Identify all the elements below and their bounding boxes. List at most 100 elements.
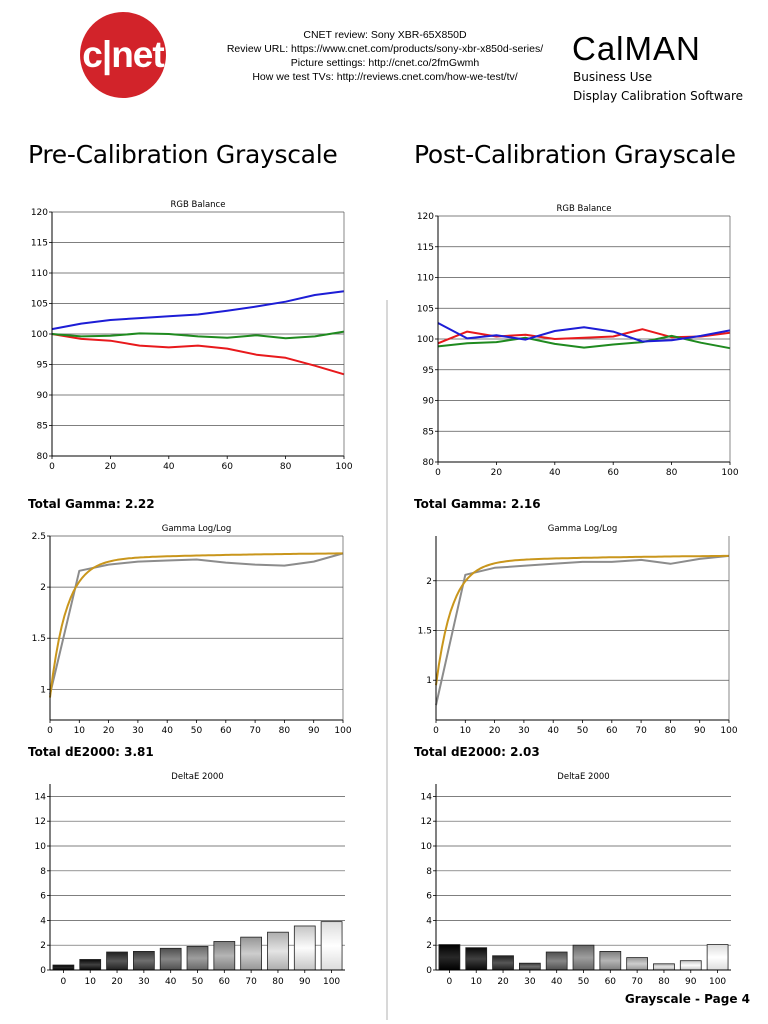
y-tick-label: 2.5 — [32, 532, 46, 542]
y-tick-label: 110 — [417, 274, 434, 284]
post-rgb-balance-chart: RGB Balance 80 85 90 95 100 105 110 115 120 0 20 40 6… — [417, 204, 739, 478]
bar-0 — [52, 964, 75, 971]
y-tick-label: 95 — [423, 366, 434, 376]
x-tick-label: 80 — [272, 977, 284, 987]
bar-50 — [572, 944, 595, 971]
cnet-logo-text: c|net — [82, 34, 164, 75]
y-tick-label: 6 — [426, 892, 432, 902]
y-tick-label: 95 — [37, 361, 48, 371]
x-tick-label: 70 — [631, 977, 643, 987]
x-tick-label: 40 — [165, 977, 177, 987]
x-tick-label: 10 — [471, 977, 483, 987]
x-tick-label: 0 — [47, 726, 53, 736]
bar-60 — [599, 950, 622, 971]
pre-total-gamma: Total Gamma: 2.22 — [28, 497, 155, 511]
bar-80 — [653, 963, 675, 971]
x-tick-label: 80 — [665, 726, 677, 736]
review-info: CNET review: Sony XBR-65X850D Review URL… — [190, 28, 580, 84]
y-tick-label: 120 — [417, 212, 434, 222]
pre-rgb-balance-chart: RGB Balance 80 85 90 95 100 105 110 115 120 0 20 40 6… — [31, 200, 353, 472]
x-tick-label: 60 — [606, 726, 618, 736]
x-tick-label: 100 — [323, 977, 340, 987]
x-tick-label: 20 — [105, 462, 117, 472]
y-tick-label: 100 — [31, 330, 48, 340]
y-tick-label: 0 — [40, 966, 46, 976]
y-tick-label: 1 — [40, 685, 46, 695]
y-tick-label: 14 — [35, 792, 47, 802]
x-tick-label: 0 — [435, 468, 441, 478]
bar-90 — [679, 960, 702, 971]
x-tick-label: 100 — [334, 726, 351, 736]
chart-title: Gamma Log/Log — [162, 524, 232, 534]
bar-0 — [438, 944, 461, 971]
y-tick-label: 100 — [417, 335, 434, 345]
series-line-gamma_measured — [49, 552, 344, 695]
chart-title: Gamma Log/Log — [548, 524, 618, 534]
x-tick-label: 30 — [132, 726, 144, 736]
y-tick-label: 10 — [421, 842, 433, 852]
x-tick-label: 50 — [578, 977, 590, 987]
bar-30 — [519, 962, 541, 971]
x-tick-label: 20 — [497, 977, 509, 987]
bar-70 — [240, 936, 262, 971]
bar-20 — [492, 955, 514, 971]
pre-total-de2000: Total dE2000: 3.81 — [28, 745, 154, 759]
x-tick-label: 90 — [685, 977, 697, 987]
picture-settings: Picture settings: http://cnet.co/2fmGwmh — [290, 57, 480, 69]
chart-title: DeltaE 2000 — [171, 772, 223, 782]
y-tick-label: 2 — [426, 941, 432, 951]
x-tick-label: 100 — [721, 468, 738, 478]
x-tick-label: 0 — [61, 977, 67, 987]
x-tick-label: 20 — [103, 726, 115, 736]
x-tick-label: 100 — [709, 977, 726, 987]
bar-10 — [465, 947, 488, 971]
series-line-red — [437, 328, 731, 345]
y-tick-label: 85 — [423, 427, 434, 437]
bar-100 — [320, 921, 343, 971]
x-tick-label: 70 — [249, 726, 261, 736]
y-tick-label: 105 — [31, 300, 48, 310]
calman-subtitle-business: Business Use — [573, 70, 653, 84]
x-tick-label: 50 — [577, 726, 589, 736]
x-tick-label: 0 — [433, 726, 439, 736]
bar-40 — [159, 947, 182, 971]
pre-deltae-chart: DeltaE 2000 0 2 4 6 8 10 12 14 0 10 20 30 40 50 60 70 80 9… — [35, 772, 345, 987]
x-tick-label: 100 — [335, 462, 352, 472]
y-tick-label: 4 — [40, 916, 46, 926]
y-tick-label: 4 — [426, 916, 432, 926]
y-tick-label: 1 — [426, 676, 432, 686]
x-tick-label: 30 — [524, 977, 536, 987]
x-tick-label: 30 — [518, 726, 530, 736]
y-tick-label: 1.5 — [418, 626, 432, 636]
x-tick-label: 40 — [551, 977, 563, 987]
bar-30 — [133, 950, 155, 971]
y-tick-label: 12 — [35, 817, 46, 827]
y-tick-label: 120 — [31, 208, 48, 218]
x-tick-label: 20 — [489, 726, 501, 736]
x-tick-label: 90 — [299, 977, 311, 987]
y-tick-label: 6 — [40, 892, 46, 902]
x-tick-label: 70 — [245, 977, 257, 987]
y-tick-label: 90 — [423, 397, 435, 407]
x-tick-label: 80 — [658, 977, 670, 987]
chart-title: RGB Balance — [171, 200, 226, 210]
bar-20 — [106, 951, 128, 971]
y-tick-label: 115 — [417, 243, 434, 253]
calman-logo: CalMAN — [572, 30, 701, 67]
bar-40 — [545, 951, 568, 971]
y-tick-label: 80 — [423, 458, 435, 468]
series-line-gamma_measured — [435, 554, 730, 706]
x-tick-label: 20 — [491, 468, 503, 478]
post-deltae-chart: DeltaE 2000 0 2 4 6 8 10 12 14 0 10 20 30 40 50 60 70 80 9… — [421, 772, 731, 987]
x-tick-label: 0 — [49, 462, 55, 472]
x-tick-label: 90 — [694, 726, 706, 736]
y-tick-label: 12 — [421, 817, 432, 827]
x-tick-label: 50 — [192, 977, 204, 987]
cnet-logo: c|net — [80, 12, 166, 98]
bar-100 — [706, 944, 729, 971]
series-line-red — [51, 333, 345, 376]
series-line-blue — [51, 290, 345, 331]
x-tick-label: 10 — [74, 726, 86, 736]
bar-90 — [293, 925, 316, 971]
